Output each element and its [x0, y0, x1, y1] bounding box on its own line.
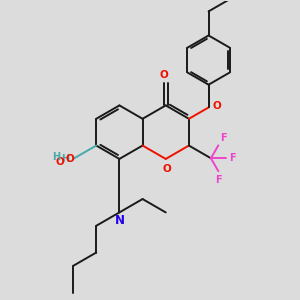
- Text: O: O: [160, 70, 169, 80]
- Text: F: F: [229, 153, 236, 163]
- Text: O: O: [56, 157, 64, 167]
- Text: H: H: [61, 154, 70, 164]
- Text: F: F: [215, 175, 222, 185]
- Text: H: H: [52, 152, 61, 162]
- Text: O: O: [66, 154, 75, 164]
- Text: N: N: [114, 214, 124, 227]
- Text: O: O: [163, 164, 172, 174]
- Text: O: O: [212, 101, 221, 111]
- Text: F: F: [220, 133, 226, 143]
